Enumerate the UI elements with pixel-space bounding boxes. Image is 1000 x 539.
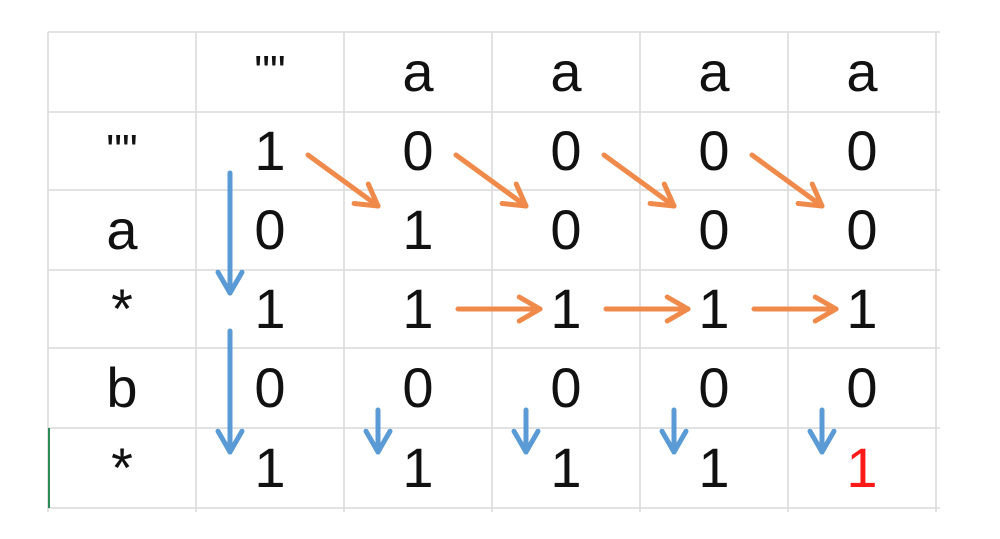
table-cell: 0 — [254, 356, 286, 419]
table-cell: 0 — [402, 356, 434, 419]
table-cell: 1 — [402, 198, 434, 261]
row-header: * — [111, 436, 133, 499]
column-header: "" — [254, 47, 286, 96]
table-cell: 1 — [550, 436, 582, 499]
table-cell: 0 — [402, 119, 434, 182]
column-header: a — [846, 40, 878, 103]
table-cell: 0 — [254, 198, 286, 261]
table-cell: 1 — [698, 436, 730, 499]
table-cell: 0 — [698, 198, 730, 261]
row-header: b — [106, 356, 138, 419]
table-cell: 0 — [550, 198, 582, 261]
row-header: "" — [106, 126, 138, 175]
table-cell: 1 — [550, 277, 582, 340]
column-header: a — [698, 40, 730, 103]
table-cell: 1 — [254, 119, 286, 182]
table-cell: 1 — [254, 436, 286, 499]
table-cell: 0 — [846, 198, 878, 261]
result-cell: 1 — [846, 436, 878, 499]
table-cell: 1 — [698, 277, 730, 340]
table-cell: 0 — [846, 356, 878, 419]
table-cell: 1 — [846, 277, 878, 340]
table-cell: 0 — [550, 119, 582, 182]
column-header: a — [402, 40, 434, 103]
column-header: a — [550, 40, 582, 103]
row-header: * — [111, 277, 133, 340]
row-header: a — [106, 198, 138, 261]
table-cell: 1 — [402, 277, 434, 340]
table-cell: 1 — [254, 277, 286, 340]
table-cell: 0 — [550, 356, 582, 419]
table-cell: 0 — [698, 119, 730, 182]
table-cell: 1 — [402, 436, 434, 499]
table-cell: 0 — [698, 356, 730, 419]
table-cell: 0 — [846, 119, 878, 182]
